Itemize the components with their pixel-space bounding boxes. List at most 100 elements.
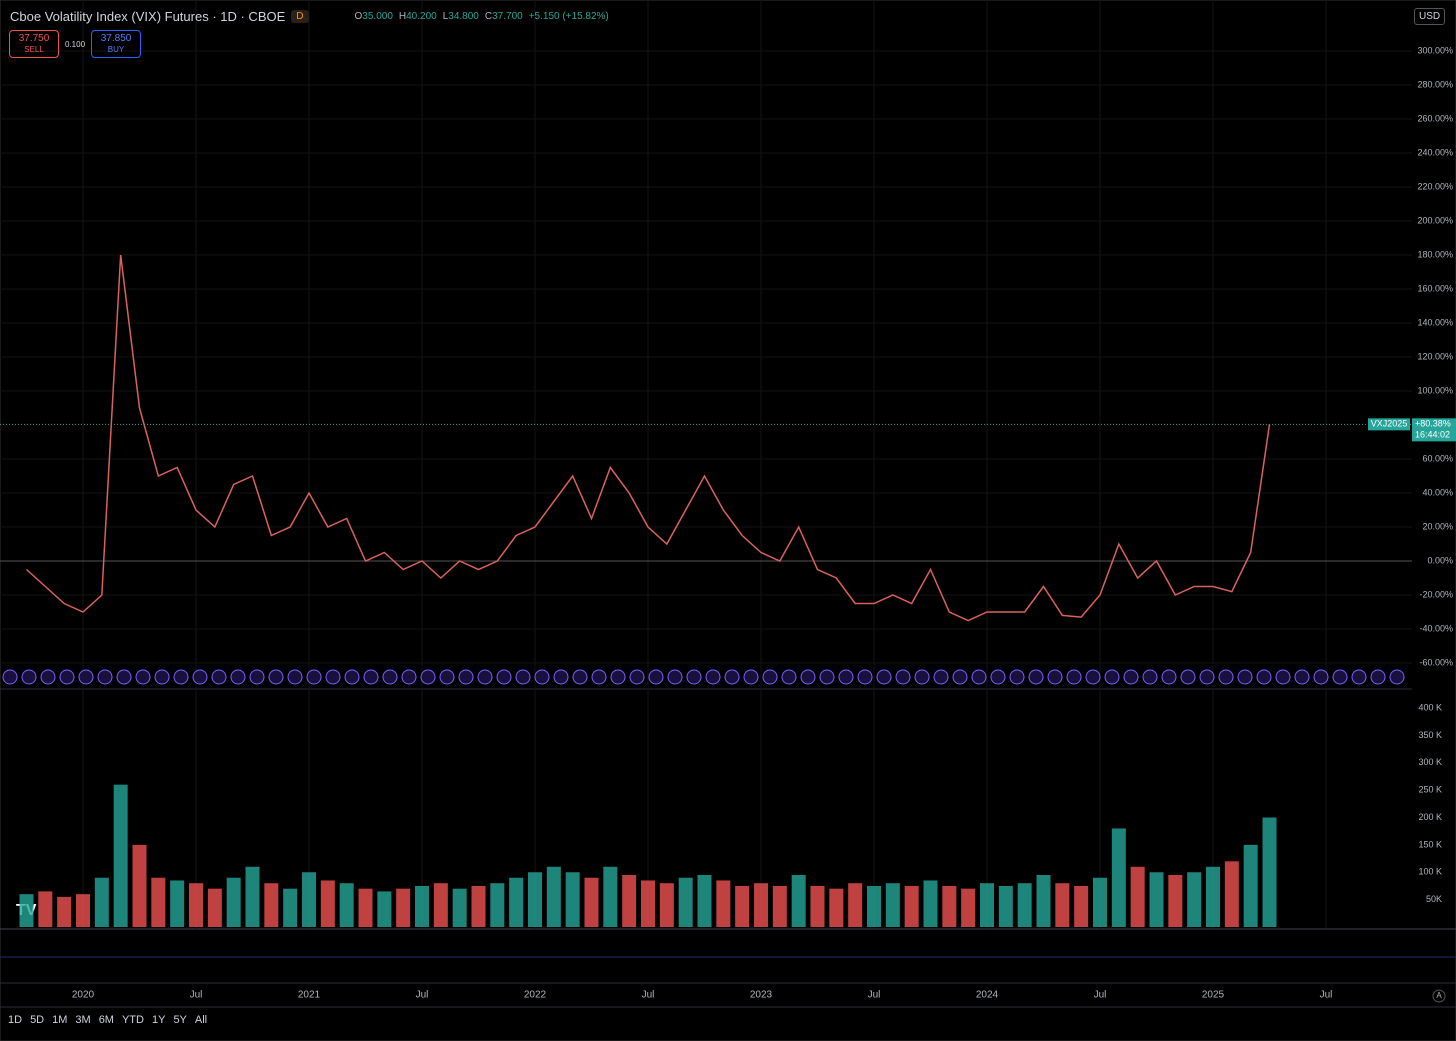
y-tick-label: 60.00% bbox=[1422, 453, 1453, 463]
y-tick-label: -60.00% bbox=[1419, 657, 1453, 667]
x-tick-label: 2023 bbox=[750, 990, 773, 1001]
event-icon bbox=[1218, 669, 1234, 685]
event-icon bbox=[743, 669, 759, 685]
x-tick-label: Jul bbox=[1094, 990, 1107, 1001]
range-button[interactable]: 3M bbox=[75, 1014, 91, 1026]
ohlc-key: C bbox=[484, 11, 493, 22]
y-tick-label: 160.00% bbox=[1417, 283, 1453, 293]
range-button[interactable]: 5Y bbox=[173, 1014, 187, 1026]
volume-bar bbox=[1149, 872, 1164, 927]
range-button[interactable]: 1M bbox=[52, 1014, 68, 1026]
y-tick-label: 140.00% bbox=[1417, 317, 1453, 327]
volume-bar bbox=[1036, 874, 1051, 927]
event-icon bbox=[154, 669, 170, 685]
event-icon bbox=[952, 669, 968, 685]
event-icon bbox=[1085, 669, 1101, 685]
volume-bar bbox=[396, 888, 411, 927]
event-icon bbox=[1066, 669, 1082, 685]
volume-bar bbox=[1074, 885, 1089, 927]
event-icon bbox=[686, 669, 702, 685]
range-button[interactable]: 1Y bbox=[151, 1014, 166, 1026]
volume-bar bbox=[697, 874, 712, 927]
price-tag-countdown: 16:44:02 bbox=[1415, 430, 1450, 440]
ohlc-key: H bbox=[398, 11, 407, 22]
event-icon bbox=[78, 669, 94, 685]
volume-bar bbox=[452, 888, 467, 927]
event-icon bbox=[990, 669, 1006, 685]
buy-price[interactable]: 37.850 bbox=[100, 33, 132, 44]
event-icon bbox=[1351, 669, 1367, 685]
event-icon bbox=[781, 669, 797, 685]
event-icon bbox=[762, 669, 778, 685]
volume-bar bbox=[791, 874, 806, 927]
range-button[interactable]: All bbox=[194, 1014, 208, 1026]
ohlc-item: O35.000 bbox=[355, 11, 393, 22]
volume-bar bbox=[94, 877, 109, 927]
sell-price[interactable]: 37.750 bbox=[18, 33, 50, 44]
event-icon bbox=[610, 669, 626, 685]
x-tick-label: 2024 bbox=[976, 990, 999, 1001]
event-icon bbox=[933, 669, 949, 685]
event-icon bbox=[1047, 669, 1063, 685]
y-tick-label: 250 K bbox=[1418, 785, 1442, 795]
auto-button[interactable] bbox=[1432, 989, 1446, 1003]
price-tag bbox=[1412, 418, 1456, 442]
event-icon bbox=[800, 669, 816, 685]
volume-bar bbox=[19, 894, 34, 927]
event-icon bbox=[724, 669, 740, 685]
symbol-title: Cboe Volatility Index (VIX) Futures · 1D… bbox=[10, 9, 286, 24]
event-icon bbox=[629, 669, 645, 685]
event-icon bbox=[1142, 669, 1158, 685]
event-icon bbox=[401, 669, 417, 685]
volume-bar bbox=[810, 885, 825, 927]
volume-bar bbox=[565, 872, 580, 927]
event-icon bbox=[1275, 669, 1291, 685]
x-tick-label: Jul bbox=[190, 990, 203, 1001]
y-tick-label: 200 K bbox=[1418, 812, 1442, 822]
event-icon bbox=[97, 669, 113, 685]
auto-label[interactable]: A bbox=[1436, 991, 1442, 1000]
event-icon bbox=[553, 669, 569, 685]
volume-bar bbox=[1111, 828, 1126, 927]
volume-bar bbox=[377, 891, 392, 927]
range-button[interactable]: 6M bbox=[98, 1014, 114, 1026]
sell-label[interactable]: SELL bbox=[24, 45, 44, 54]
event-icon bbox=[1180, 669, 1196, 685]
header: Cboe Volatility Index (VIX) Futures · 1D… bbox=[10, 9, 609, 24]
event-icon bbox=[211, 669, 227, 685]
volume-bar bbox=[264, 883, 279, 927]
volume-bar bbox=[1168, 874, 1183, 927]
buy-label[interactable]: BUY bbox=[107, 45, 125, 54]
sell-button[interactable]: 37.750 SELL bbox=[9, 30, 59, 58]
symbol-tag-label: VXJ2025 bbox=[1371, 419, 1408, 429]
event-icon bbox=[1009, 669, 1025, 685]
volume-bar bbox=[509, 877, 524, 927]
volume-bar bbox=[226, 877, 241, 927]
range-button[interactable]: YTD bbox=[121, 1014, 144, 1026]
volume-bar bbox=[584, 877, 599, 927]
volume-bar bbox=[998, 885, 1013, 927]
event-icon bbox=[230, 669, 246, 685]
volume-bar bbox=[415, 885, 429, 927]
spread: 0.100 bbox=[65, 39, 86, 49]
event-icon bbox=[21, 669, 37, 685]
y-tick-label: 260.00% bbox=[1417, 113, 1453, 123]
ohlc: O35.000 H40.200 L34.800 C37.700 +5.150 (+15.… bbox=[355, 11, 609, 22]
range-button[interactable]: 5D bbox=[30, 1014, 45, 1026]
volume-bar bbox=[716, 880, 731, 927]
y-tick-label: 300.00% bbox=[1417, 45, 1453, 55]
volume-bar bbox=[283, 888, 298, 927]
currency[interactable]: USD bbox=[1414, 8, 1446, 25]
x-tick-label: 2025 bbox=[1202, 990, 1225, 1001]
y-tick-label: 0.00% bbox=[1427, 555, 1453, 565]
event-icon bbox=[2, 669, 18, 685]
event-icon bbox=[534, 669, 550, 685]
volume-bar bbox=[1243, 844, 1258, 927]
buy-button[interactable]: 37.850 BUY bbox=[91, 30, 142, 58]
volume-bar bbox=[641, 880, 655, 927]
event-icon bbox=[1028, 669, 1044, 685]
volume-bar bbox=[38, 891, 53, 927]
event-icon bbox=[1237, 669, 1253, 685]
range-button[interactable]: 1D bbox=[8, 1014, 23, 1026]
event-icon bbox=[1313, 669, 1329, 685]
